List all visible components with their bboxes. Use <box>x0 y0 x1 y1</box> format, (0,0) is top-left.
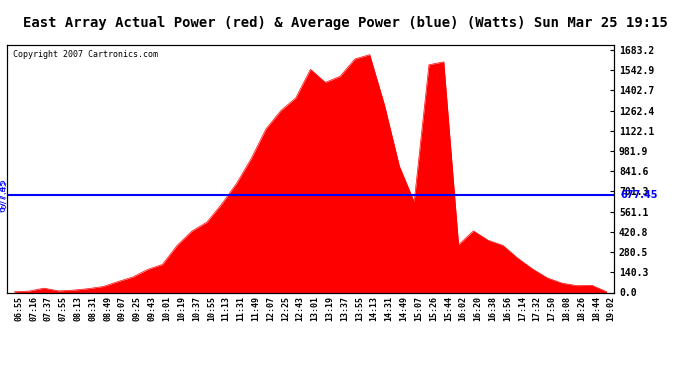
Text: 09:07: 09:07 <box>118 296 127 321</box>
Text: 07:37: 07:37 <box>44 296 53 321</box>
Text: 19:02: 19:02 <box>607 296 615 321</box>
Text: 677.45: 677.45 <box>0 178 7 212</box>
Text: 08:13: 08:13 <box>74 296 83 321</box>
Text: 13:55: 13:55 <box>355 296 364 321</box>
Text: 12:43: 12:43 <box>296 296 305 321</box>
Text: 11:31: 11:31 <box>237 296 246 321</box>
Text: Copyright 2007 Cartronics.com: Copyright 2007 Cartronics.com <box>13 50 158 59</box>
Text: 18:44: 18:44 <box>592 296 601 321</box>
Text: 10:37: 10:37 <box>192 296 201 321</box>
Text: 08:31: 08:31 <box>88 296 97 321</box>
Text: 18:08: 18:08 <box>562 296 571 321</box>
Text: 11:49: 11:49 <box>251 296 260 321</box>
Text: 15:26: 15:26 <box>429 296 438 321</box>
Text: 15:07: 15:07 <box>414 296 423 321</box>
Text: 16:38: 16:38 <box>489 296 497 321</box>
Text: 14:49: 14:49 <box>400 296 408 321</box>
Text: 16:02: 16:02 <box>459 296 468 321</box>
Text: 07:55: 07:55 <box>59 296 68 321</box>
Text: 09:43: 09:43 <box>148 296 157 321</box>
Text: 18:26: 18:26 <box>577 296 586 321</box>
Text: 13:01: 13:01 <box>310 296 319 321</box>
Text: 07:16: 07:16 <box>29 296 38 321</box>
Text: 14:13: 14:13 <box>370 296 379 321</box>
Text: 677.45: 677.45 <box>0 180 8 210</box>
Text: East Array Actual Power (red) & Average Power (blue) (Watts) Sun Mar 25 19:15: East Array Actual Power (red) & Average … <box>23 15 667 30</box>
Text: 10:19: 10:19 <box>177 296 186 321</box>
Text: 12:25: 12:25 <box>281 296 290 321</box>
Text: 677.45: 677.45 <box>620 190 658 200</box>
Text: 17:14: 17:14 <box>518 296 527 321</box>
Text: 14:31: 14:31 <box>384 296 393 321</box>
Text: 06:55: 06:55 <box>14 296 23 321</box>
Text: 15:44: 15:44 <box>444 296 453 321</box>
Text: 13:37: 13:37 <box>340 296 349 321</box>
Text: 11:13: 11:13 <box>221 296 230 321</box>
Text: 17:32: 17:32 <box>533 296 542 321</box>
Text: 16:20: 16:20 <box>473 296 482 321</box>
Text: 17:50: 17:50 <box>547 296 556 321</box>
Text: 08:49: 08:49 <box>104 296 112 321</box>
Text: 13:19: 13:19 <box>325 296 335 321</box>
Text: 10:55: 10:55 <box>207 296 216 321</box>
Text: 10:01: 10:01 <box>162 296 171 321</box>
Text: 12:07: 12:07 <box>266 296 275 321</box>
Text: 16:56: 16:56 <box>503 296 512 321</box>
Text: 09:25: 09:25 <box>132 296 141 321</box>
